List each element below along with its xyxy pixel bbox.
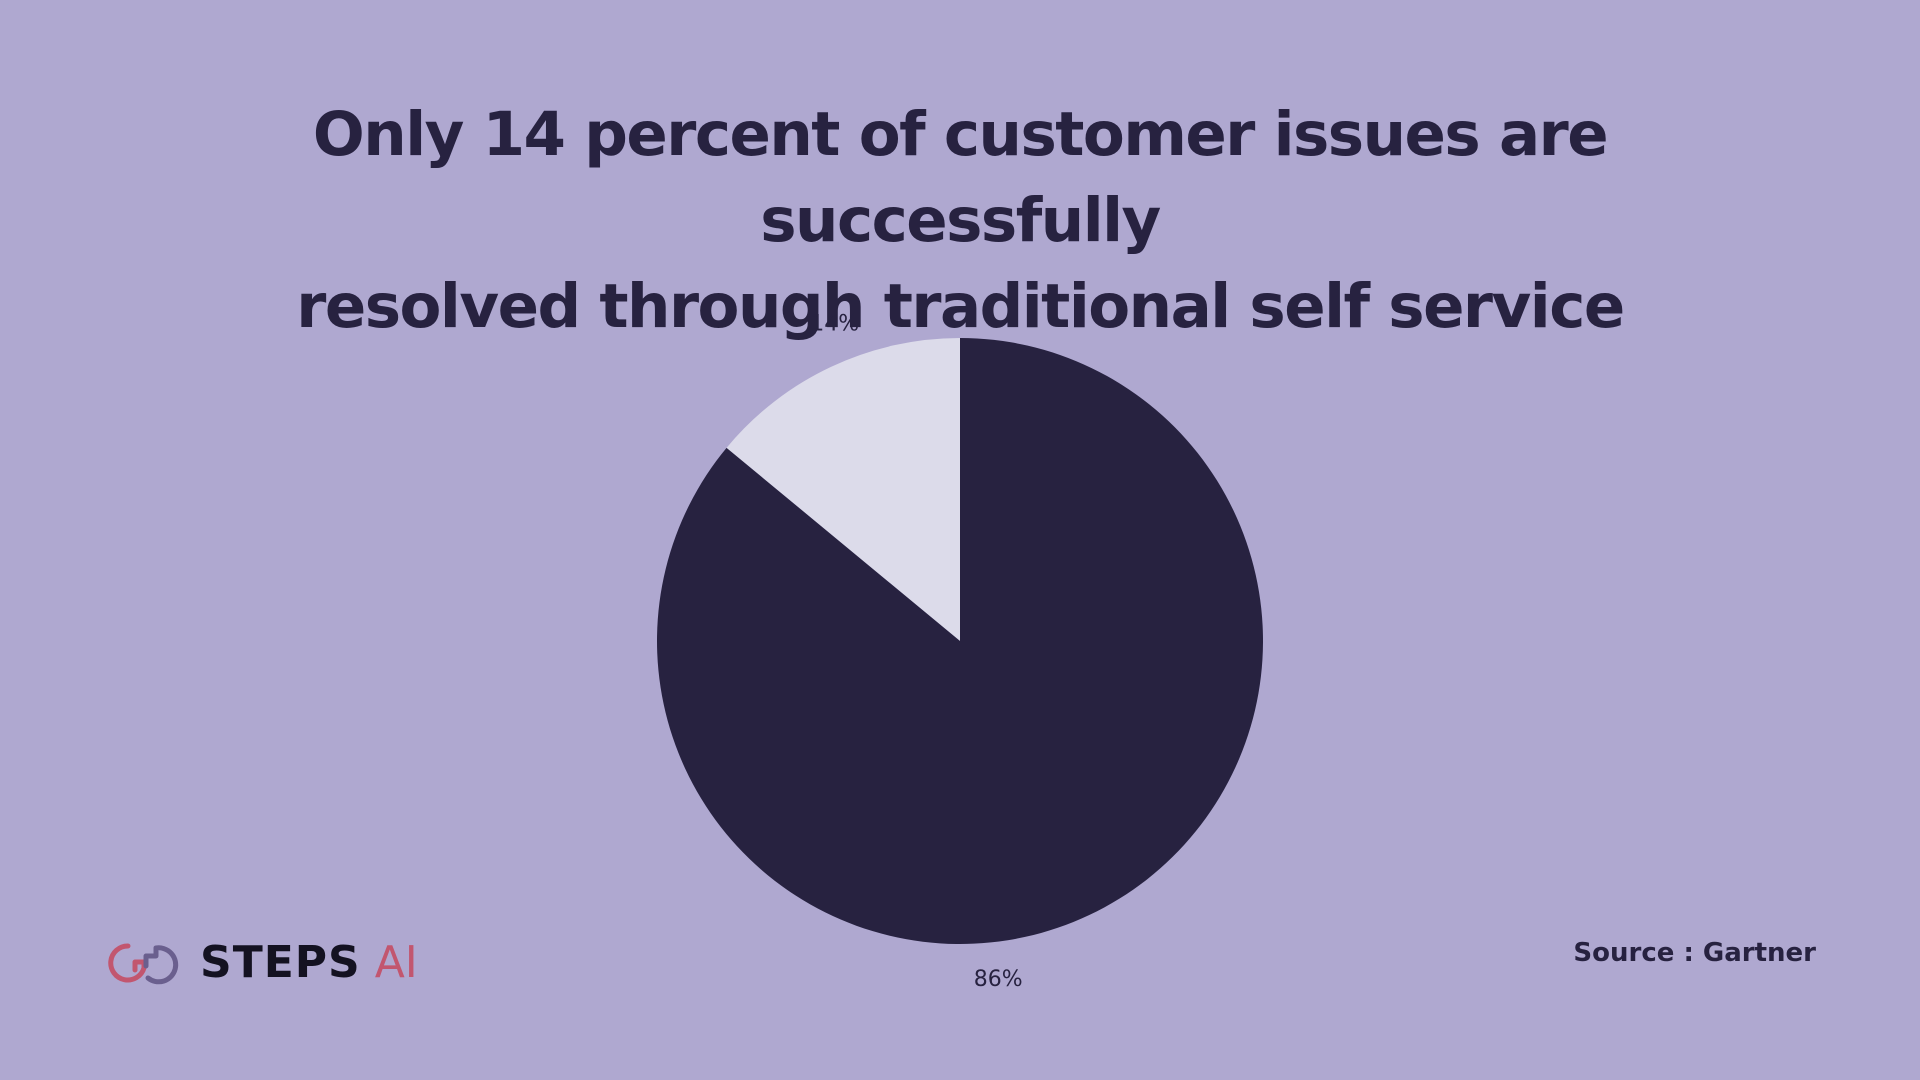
pie-slice-86 xyxy=(657,338,1263,944)
page-title: Only 14 percent of customer issues are s… xyxy=(110,92,1810,350)
logo-accent: AI xyxy=(374,937,418,988)
steps-ai-logo-icon xyxy=(108,943,179,985)
pie-slice-14 xyxy=(726,338,960,641)
title-line-1: Only 14 percent of customer issues are s… xyxy=(312,99,1609,256)
logo: STEPS AI xyxy=(106,938,418,988)
pie-slice-label: 14% xyxy=(810,311,859,336)
title-line-2: resolved through traditional self servic… xyxy=(296,271,1625,342)
pie-slice-label: 86% xyxy=(974,967,1023,992)
logo-wordmark: STEPS xyxy=(200,937,361,988)
source-note: Source : Gartner xyxy=(1573,938,1816,968)
